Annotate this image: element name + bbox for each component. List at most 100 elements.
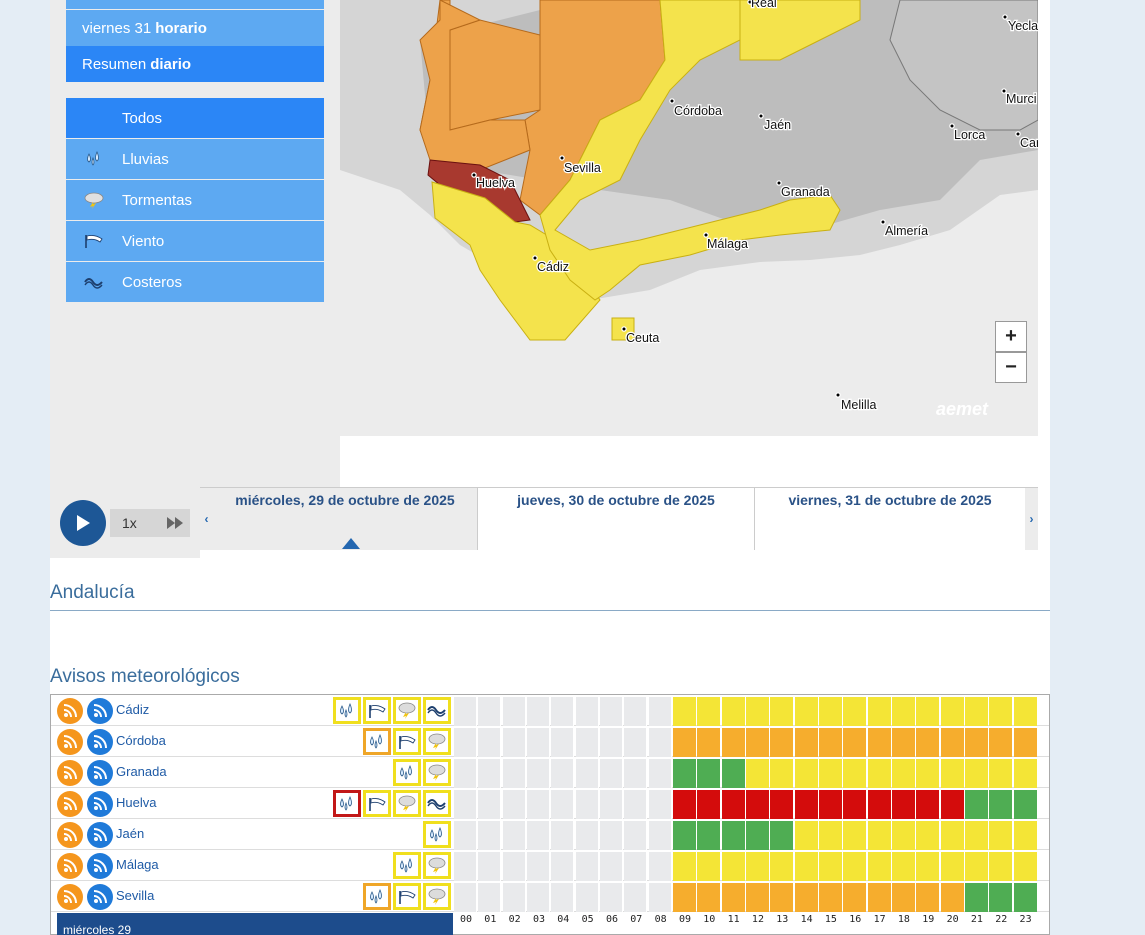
filter-viento[interactable]: Viento xyxy=(66,221,324,261)
feed-icon[interactable] xyxy=(87,760,113,786)
hour-cell[interactable] xyxy=(891,790,915,819)
hour-cell[interactable] xyxy=(1013,697,1037,726)
hour-cell[interactable] xyxy=(745,852,769,881)
filter-todos[interactable]: Todos xyxy=(66,98,324,138)
hour-cell[interactable] xyxy=(940,852,964,881)
hour-cell[interactable] xyxy=(454,728,477,757)
hour-cell[interactable] xyxy=(940,759,964,788)
hour-cell[interactable] xyxy=(843,852,867,881)
hour-cell[interactable] xyxy=(575,697,599,726)
zoom-out-button[interactable]: − xyxy=(995,352,1027,383)
nav-resumen-button[interactable]: Resumen diario xyxy=(66,46,324,82)
nav-horario-button[interactable]: viernes 31 horario xyxy=(66,10,324,46)
hour-cell[interactable] xyxy=(989,883,1013,912)
hour-cell[interactable] xyxy=(964,852,988,881)
hour-cell[interactable] xyxy=(867,728,891,757)
hour-cell[interactable] xyxy=(454,697,477,726)
zoom-in-button[interactable]: + xyxy=(995,321,1027,352)
rain-icon[interactable] xyxy=(363,883,391,910)
hour-cell[interactable] xyxy=(721,821,745,850)
hour-cell[interactable] xyxy=(575,728,599,757)
hour-cell[interactable] xyxy=(891,852,915,881)
hour-cell[interactable] xyxy=(794,883,818,912)
coastal-icon[interactable] xyxy=(423,697,451,724)
hour-cell[interactable] xyxy=(526,697,550,726)
hour-cell[interactable] xyxy=(745,759,769,788)
hour-cell[interactable] xyxy=(940,697,964,726)
hour-cell[interactable] xyxy=(502,697,526,726)
date-tab[interactable]: viernes, 31 de octubre de 2025 xyxy=(754,488,1025,550)
play-button[interactable] xyxy=(60,500,106,546)
feed-icon[interactable] xyxy=(87,853,113,879)
hour-cell[interactable] xyxy=(697,852,721,881)
hour-cell[interactable] xyxy=(964,759,988,788)
hour-cell[interactable] xyxy=(672,697,696,726)
hour-cell[interactable] xyxy=(916,790,940,819)
rss-icon[interactable] xyxy=(57,791,83,817)
storm-icon[interactable] xyxy=(423,728,451,755)
hour-cell[interactable] xyxy=(1013,790,1037,819)
hour-cell[interactable] xyxy=(697,728,721,757)
hour-cell[interactable] xyxy=(770,759,794,788)
filter-lluvias[interactable]: Lluvias xyxy=(66,139,324,179)
province-link[interactable]: Jaén xyxy=(116,826,145,841)
feed-icon[interactable] xyxy=(87,729,113,755)
rain-icon[interactable] xyxy=(333,790,361,817)
hour-cell[interactable] xyxy=(672,759,696,788)
rain-icon[interactable] xyxy=(423,821,451,848)
hour-cell[interactable] xyxy=(964,697,988,726)
hour-cell[interactable] xyxy=(818,697,842,726)
hour-cell[interactable] xyxy=(770,790,794,819)
hour-cell[interactable] xyxy=(770,883,794,912)
wind-icon[interactable] xyxy=(393,883,421,910)
hour-cell[interactable] xyxy=(599,821,623,850)
feed-icon[interactable] xyxy=(87,822,113,848)
hour-cell[interactable] xyxy=(818,790,842,819)
hour-cell[interactable] xyxy=(599,790,623,819)
hour-cell[interactable] xyxy=(624,728,648,757)
hour-cell[interactable] xyxy=(551,697,575,726)
warnings-map[interactable]: Real Yecla Murci Lorca Car Córdoba Jaén … xyxy=(340,0,1038,436)
hour-cell[interactable] xyxy=(672,852,696,881)
hour-cell[interactable] xyxy=(575,790,599,819)
hour-cell[interactable] xyxy=(648,790,672,819)
hour-cell[interactable] xyxy=(478,697,502,726)
hour-cell[interactable] xyxy=(502,883,526,912)
hour-cell[interactable] xyxy=(891,821,915,850)
hour-cell[interactable] xyxy=(794,697,818,726)
rss-icon[interactable] xyxy=(57,884,83,910)
hour-cell[interactable] xyxy=(818,728,842,757)
hour-cell[interactable] xyxy=(989,697,1013,726)
hour-cell[interactable] xyxy=(940,728,964,757)
hour-cell[interactable] xyxy=(648,821,672,850)
hour-cell[interactable] xyxy=(989,759,1013,788)
hour-cell[interactable] xyxy=(624,821,648,850)
hour-cell[interactable] xyxy=(867,697,891,726)
hour-cell[interactable] xyxy=(721,852,745,881)
hour-cell[interactable] xyxy=(867,883,891,912)
hour-cell[interactable] xyxy=(599,759,623,788)
hour-cell[interactable] xyxy=(964,790,988,819)
hour-cell[interactable] xyxy=(721,728,745,757)
hour-cell[interactable] xyxy=(648,728,672,757)
hour-cell[interactable] xyxy=(940,883,964,912)
hour-cell[interactable] xyxy=(794,759,818,788)
hour-cell[interactable] xyxy=(891,759,915,788)
hour-cell[interactable] xyxy=(1013,852,1037,881)
hour-cell[interactable] xyxy=(916,759,940,788)
hour-cell[interactable] xyxy=(502,728,526,757)
hour-cell[interactable] xyxy=(916,883,940,912)
fast-forward-icon[interactable] xyxy=(166,516,184,530)
hour-cell[interactable] xyxy=(1013,883,1037,912)
hour-cell[interactable] xyxy=(454,790,477,819)
hour-cell[interactable] xyxy=(648,852,672,881)
province-link[interactable]: Málaga xyxy=(116,857,159,872)
hour-cell[interactable] xyxy=(551,852,575,881)
hour-cell[interactable] xyxy=(697,790,721,819)
hour-cell[interactable] xyxy=(599,883,623,912)
hour-cell[interactable] xyxy=(745,883,769,912)
hour-cell[interactable] xyxy=(867,821,891,850)
hour-cell[interactable] xyxy=(1013,728,1037,757)
storm-icon[interactable] xyxy=(393,697,421,724)
hour-cell[interactable] xyxy=(672,728,696,757)
